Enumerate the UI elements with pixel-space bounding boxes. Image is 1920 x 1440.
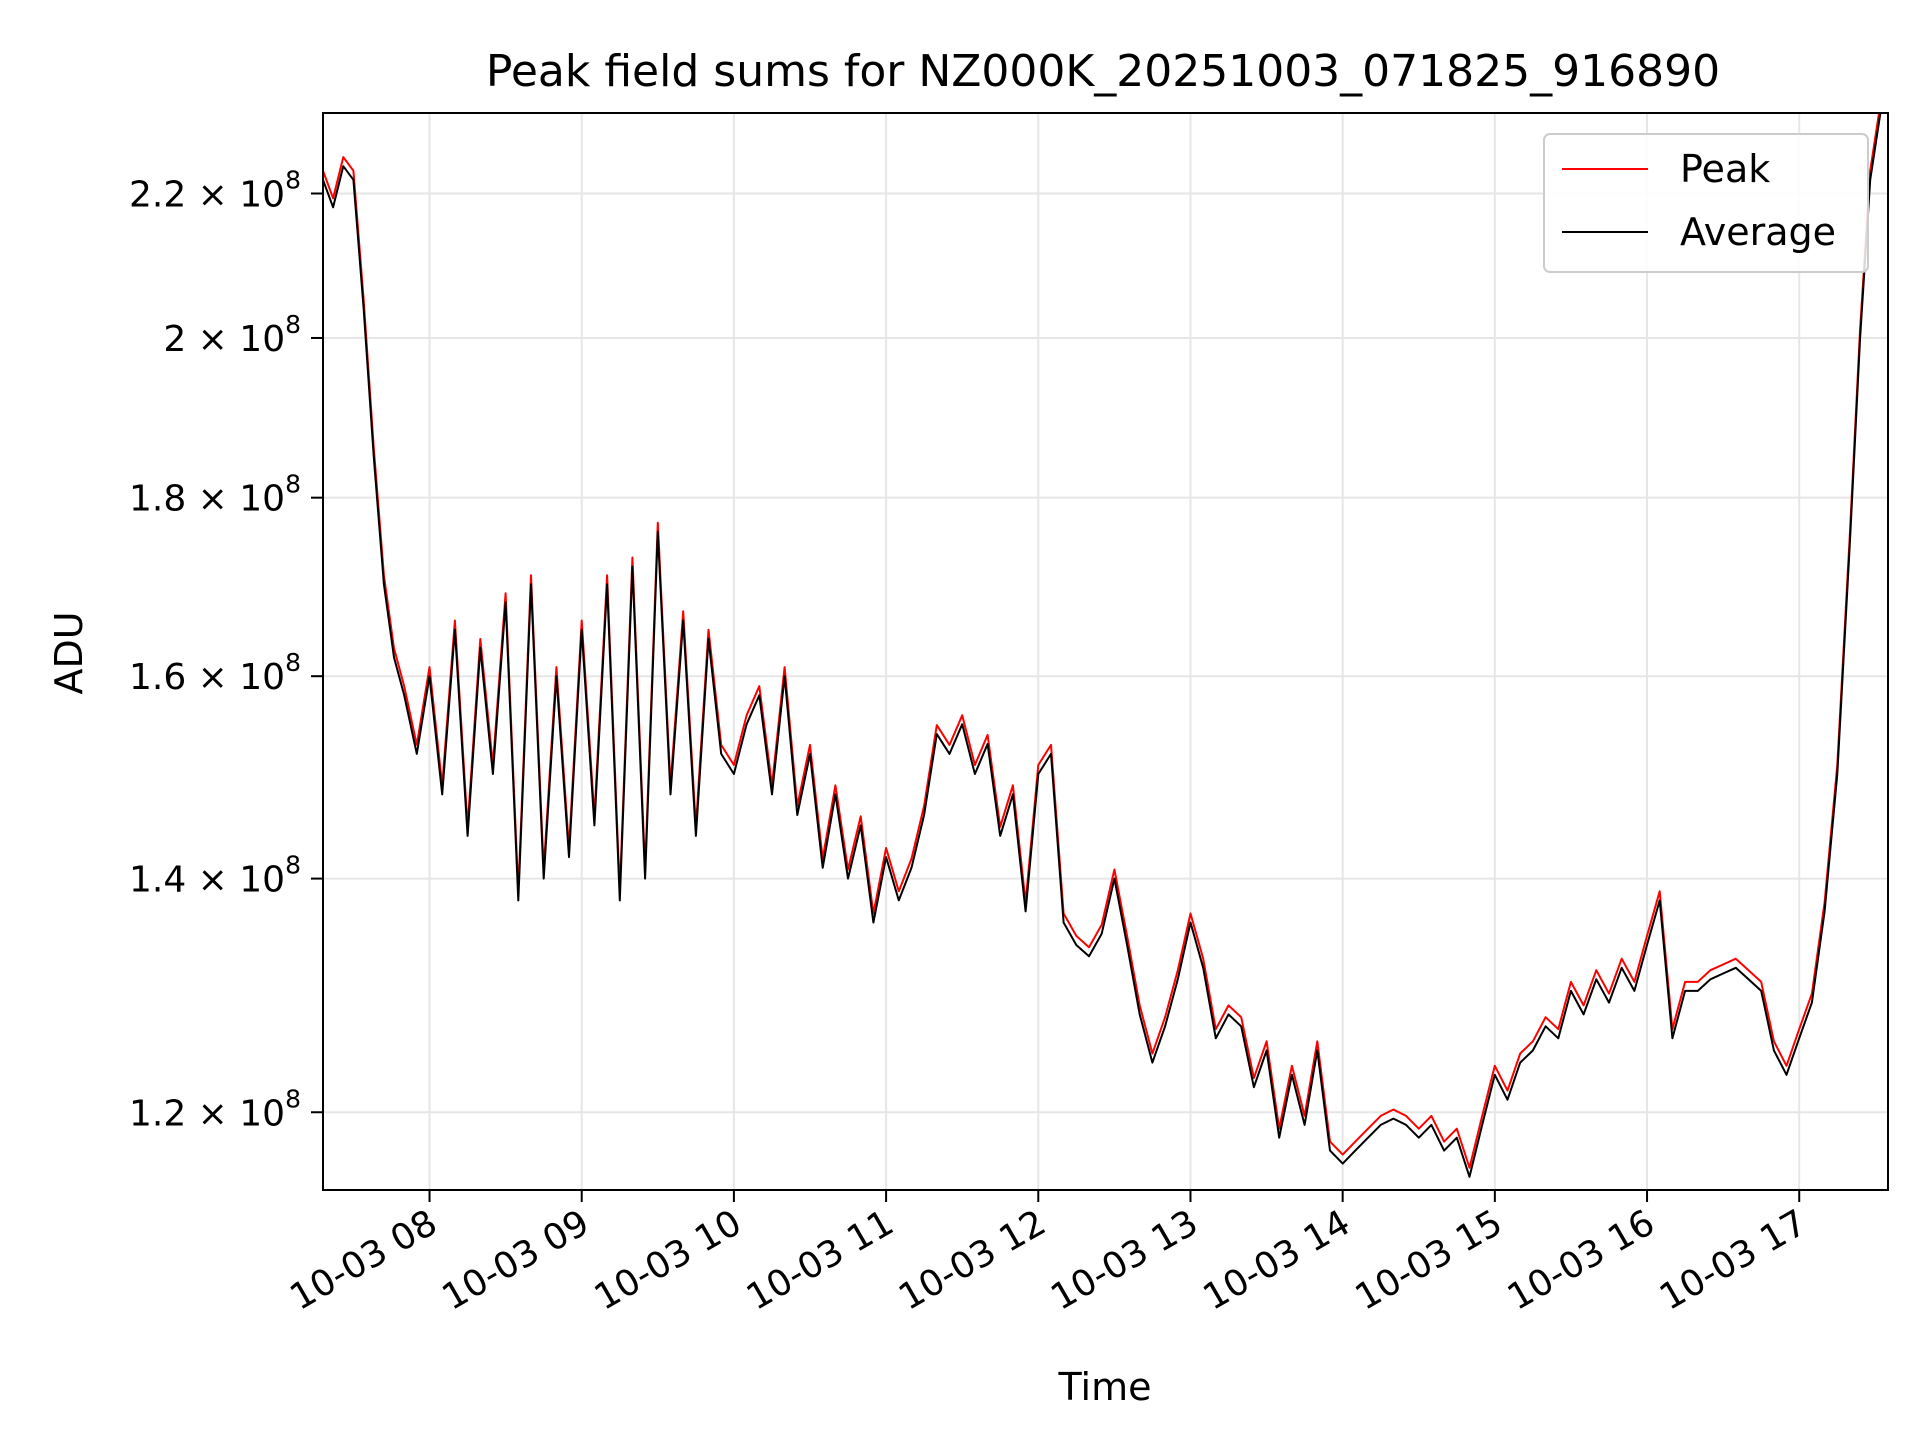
legend: Peak Average <box>1543 133 1869 273</box>
y-axis: 1.2 × 108 1.4 × 108 1.6 × 108 1.8 × 108 2 × … <box>129 166 323 1134</box>
y-tick-label: 1.8 × 108 <box>129 470 301 520</box>
y-tick-label: 1.6 × 108 <box>129 648 301 698</box>
x-tick-label: 10-03 12 <box>892 1202 1053 1318</box>
chart-title: Peak field sums for NZ000K_20251003_0718… <box>486 46 1720 97</box>
x-tick-label: 10-03 11 <box>740 1202 901 1318</box>
x-tick-label: 10-03 08 <box>283 1202 444 1318</box>
plot-area <box>322 112 1889 1191</box>
x-tick-label: 10-03 17 <box>1653 1202 1814 1318</box>
plot-frame <box>322 112 1889 1191</box>
y-tick-label: 2 × 108 <box>163 310 301 360</box>
legend-label-average: Average <box>1680 210 1836 254</box>
x-tick-label: 10-03 15 <box>1349 1202 1510 1318</box>
x-tick-label: 10-03 10 <box>588 1202 749 1318</box>
x-tick-label: 10-03 13 <box>1044 1202 1205 1318</box>
y-axis-label: ADU <box>47 611 91 694</box>
y-tick-label: 2.2 × 108 <box>129 166 301 216</box>
legend-label-peak: Peak <box>1680 147 1770 191</box>
y-tick-label: 1.2 × 108 <box>129 1084 301 1134</box>
series-line-average <box>323 113 1882 1178</box>
x-tick-label: 10-03 16 <box>1501 1202 1662 1318</box>
y-tick-label: 1.4 × 108 <box>129 851 301 901</box>
x-tick-label: 10-03 09 <box>436 1202 597 1318</box>
x-tick-label: 10-03 14 <box>1196 1202 1357 1318</box>
x-axis-label: Time <box>1058 1365 1152 1409</box>
grid <box>323 113 1888 1190</box>
